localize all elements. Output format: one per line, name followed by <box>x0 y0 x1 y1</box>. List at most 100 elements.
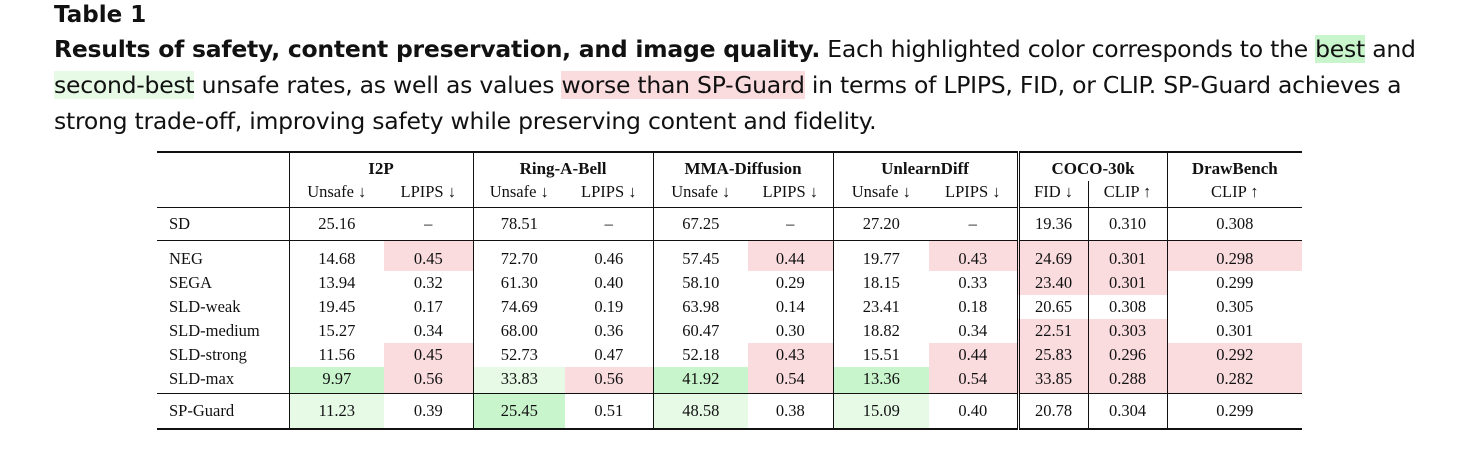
table-cell: 20.78 <box>1016 393 1089 429</box>
table-cell: 9.97 <box>288 367 384 394</box>
table-cell: 13.36 <box>832 367 930 394</box>
table-row: SP-Guard 11.23 0.39 25.45 0.51 48.58 0.38 15.09… <box>157 393 1303 429</box>
header-group-ring-a-bell: Ring-A-Bell <box>472 152 654 181</box>
table-cell: 0.47 <box>594 345 624 364</box>
table-cell: 57.45 <box>652 240 749 271</box>
header-metric: Unsafe ↓ <box>472 181 565 208</box>
caption-text-1: Each highlighted color corresponds to th… <box>820 35 1316 63</box>
row-method-name: SD <box>169 214 191 233</box>
caption-text-4: in terms of LPIPS, FID, or CLIP. SP-Guar… <box>54 71 1402 135</box>
table-cell: 0.19 <box>594 297 624 316</box>
table-cell: 0.310 <box>1087 207 1168 241</box>
table-cell: 0.39 <box>413 401 443 420</box>
header-group-drawbench: DrawBench <box>1166 152 1303 181</box>
table-cell: 13.94 <box>288 271 384 295</box>
header-metric: CLIP ↑ <box>1087 181 1168 208</box>
table-cell: 25.16 <box>288 207 384 241</box>
table-cell: 0.43 <box>929 240 1019 271</box>
table-row: SLD-strong 11.56 0.45 52.73 0.47 52.18 0.43 15.… <box>157 343 1303 367</box>
table-cell: 18.82 <box>832 319 930 343</box>
row-method-name: SLD-weak <box>169 297 241 316</box>
table-cell: 78.51 <box>472 207 565 241</box>
table-cell: 0.34 <box>958 321 988 340</box>
table-cell: 0.40 <box>594 273 624 292</box>
table-cell: 0.288 <box>1087 367 1168 394</box>
table-cell: 58.10 <box>652 271 749 295</box>
table-cell: 0.292 <box>1166 343 1303 367</box>
table-cell: 0.56 <box>384 367 473 394</box>
table-cell: 15.27 <box>288 319 384 343</box>
table-cell: 0.45 <box>384 240 473 271</box>
results-body: SD 25.16–78.51–67.25–27.20–19.36 0.310 0.30… <box>157 207 1303 429</box>
table-cell: 0.296 <box>1087 343 1168 367</box>
table-cell: 0.40 <box>958 401 988 420</box>
table-cell: 67.25 <box>652 207 749 241</box>
header-corner-metric <box>157 181 289 208</box>
table-row: SEGA 13.94 0.32 61.30 0.40 58.10 0.29 18.15 0.33… <box>157 271 1303 295</box>
table-cell: 18.15 <box>832 271 930 295</box>
table-cell: 14.68 <box>288 240 384 271</box>
table-cell: 0.54 <box>929 367 1019 394</box>
table-cell: 0.51 <box>594 401 624 420</box>
table-cell: 19.77 <box>832 240 930 271</box>
table-cell: – <box>786 214 795 233</box>
table-cell: 0.282 <box>1166 367 1303 394</box>
table-cell: 52.73 <box>472 343 565 367</box>
table-cell: 0.36 <box>594 321 624 340</box>
table-cell: 0.46 <box>594 249 624 268</box>
table-cell: 0.44 <box>748 240 834 271</box>
table-cell: 0.303 <box>1087 319 1168 343</box>
header-metric: Unsafe ↓ <box>652 181 749 208</box>
row-method-name: SP-Guard <box>169 401 235 420</box>
table-cell: 0.18 <box>958 297 988 316</box>
caption-worse-swatch: worse than SP-Guard <box>561 71 805 99</box>
table-cell: 0.304 <box>1087 393 1168 429</box>
table-cell: 0.34 <box>413 321 443 340</box>
table-cell: 0.32 <box>413 273 443 292</box>
table-cell: 25.45 <box>472 393 565 429</box>
table-cell: 33.83 <box>472 367 565 394</box>
table-cell: 48.58 <box>652 393 749 429</box>
caption-best-swatch: best <box>1315 35 1365 63</box>
header-metric-row: Unsafe ↓ LPIPS ↓ Unsafe ↓ LPIPS ↓ Unsafe… <box>157 181 1303 208</box>
table-cell: 20.65 <box>1016 295 1089 319</box>
table-cell: 15.09 <box>832 393 930 429</box>
table-cell: 33.85 <box>1016 367 1089 394</box>
table-row: NEG 14.68 0.45 72.70 0.46 57.45 0.44 19.77 0.43 2… <box>157 240 1303 271</box>
table-cell: – <box>424 214 433 233</box>
table-cell: 60.47 <box>652 319 749 343</box>
table-cell: 61.30 <box>472 271 565 295</box>
table-cell: 0.56 <box>565 367 654 394</box>
table-cell: 0.54 <box>748 367 834 394</box>
header-group-row: I2P Ring-A-Bell MMA-Diffusion UnlearnDif… <box>157 152 1303 181</box>
table-cell: 11.23 <box>288 393 384 429</box>
table-row: SD 25.16 – 78.51 – 67.25 – 27.20 – 19.36 0.310 0.30… <box>157 207 1303 241</box>
table-cell: 25.83 <box>1016 343 1089 367</box>
table-cell: 0.45 <box>384 343 473 367</box>
caption-text-3: unsafe rates, as well as values <box>194 71 562 99</box>
table-caption: Table 1 Results of safety, content prese… <box>54 0 1444 139</box>
table-cell: 74.69 <box>472 295 565 319</box>
header-metric: Unsafe ↓ <box>832 181 930 208</box>
table-cell: 24.69 <box>1016 240 1089 271</box>
header-group-i2p: I2P <box>288 152 473 181</box>
row-method-name: SLD-strong <box>169 345 247 364</box>
table-cell: 0.298 <box>1166 240 1303 271</box>
table-row: SLD-medium 15.27 0.34 68.00 0.36 60.47 0.30 18.… <box>157 319 1303 343</box>
caption-text: Results of safety, content preservation,… <box>54 31 1444 139</box>
table-cell: 0.17 <box>413 297 443 316</box>
row-method-name: SLD-max <box>169 369 235 388</box>
table-cell: – <box>604 214 613 233</box>
table-cell: 19.45 <box>288 295 384 319</box>
table-cell: 0.299 <box>1166 393 1303 429</box>
table-cell: 0.299 <box>1166 271 1303 295</box>
header-corner <box>157 152 289 181</box>
table-row: SLD-max 9.97 0.56 33.83 0.56 41.92 0.54 13.36 0.… <box>157 367 1303 394</box>
row-method-name: SEGA <box>169 273 213 292</box>
header-metric: FID ↓ <box>1016 181 1089 208</box>
table-cell: 0.308 <box>1166 207 1303 241</box>
table-row: SLD-weak 19.45 0.17 74.69 0.19 63.98 0.14 23.41… <box>157 295 1303 319</box>
table-cell: 0.44 <box>929 343 1019 367</box>
table-label: Table 1 <box>54 2 147 28</box>
caption-text-2: and <box>1364 35 1416 63</box>
